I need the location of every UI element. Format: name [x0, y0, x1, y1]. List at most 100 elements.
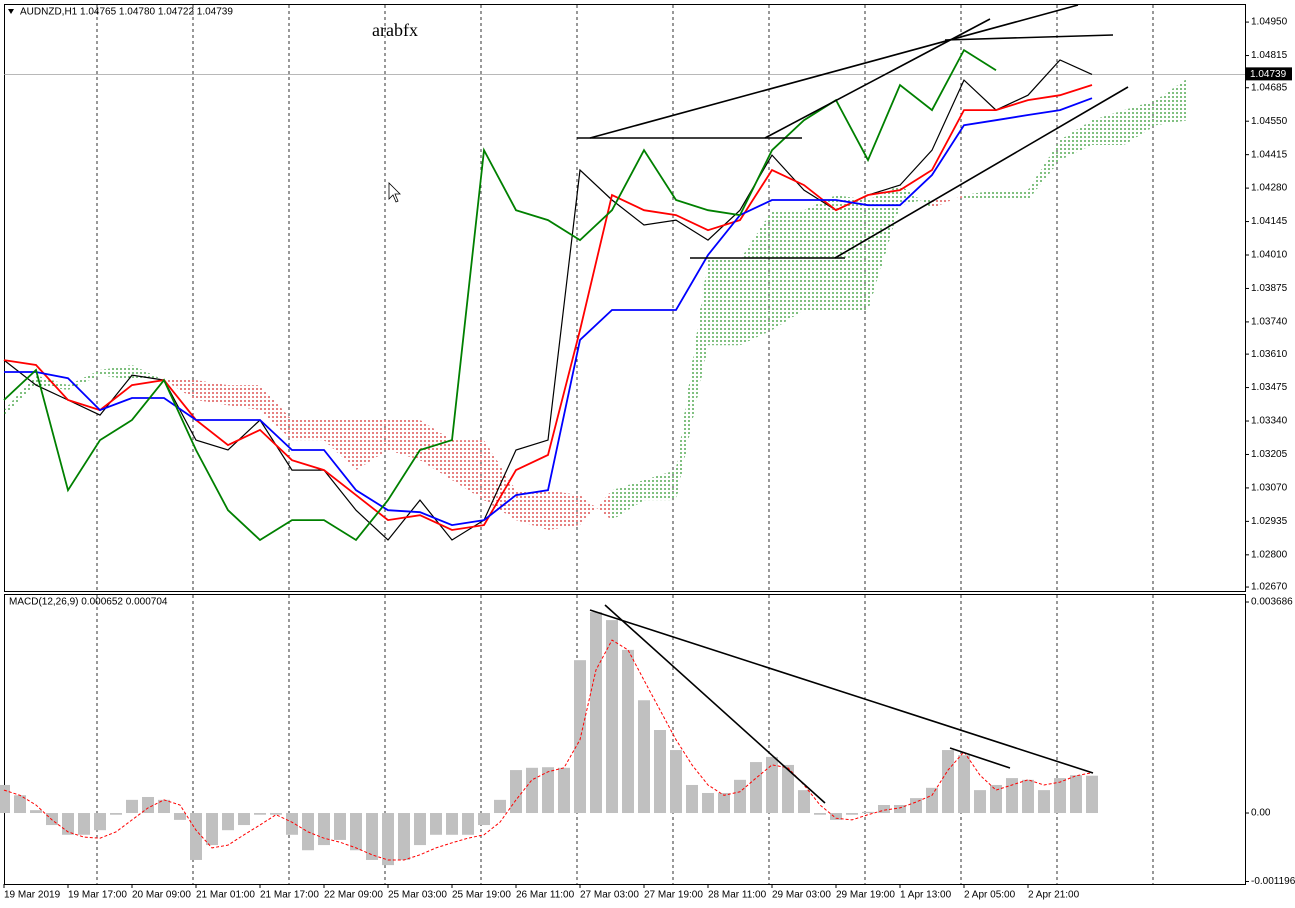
trend-line: [604, 604, 826, 804]
x-tick-label: 29 Mar 03:00: [772, 890, 831, 901]
macd-bar: [494, 799, 506, 814]
macd-bar: [398, 813, 410, 860]
x-tick-label: 21 Mar 17:00: [260, 890, 319, 901]
macd-bar: [702, 792, 714, 814]
macd-bar: [142, 796, 154, 814]
macd-bar: [718, 792, 730, 814]
cloud: [676, 260, 708, 501]
macd-bar: [878, 805, 890, 814]
macd-bar: [0, 784, 10, 814]
y-tick-label: 1.03070: [1251, 483, 1288, 494]
macd-bar: [30, 810, 42, 814]
chart-header: AUDNZD,H1 1.04765 1.04780 1.04722 1.0473…: [20, 7, 233, 18]
macd-bar: [222, 813, 234, 831]
macd-bar: [638, 700, 650, 814]
macd-bar: [654, 730, 666, 814]
macd-bar: [766, 756, 778, 814]
cloud: [1156, 78, 1188, 126]
x-tick-label: 22 Mar 09:00: [324, 890, 383, 901]
cloud: [196, 380, 228, 406]
macd-bar: [478, 813, 490, 826]
macd-bar: [1070, 775, 1082, 814]
y-tick-label: 1.03475: [1251, 382, 1288, 393]
macd-bar: [1038, 790, 1050, 814]
cloud: [164, 378, 196, 400]
macd-bar: [1054, 778, 1066, 814]
macd-bar: [830, 813, 842, 820]
macd-bar: [558, 767, 570, 814]
macd-bar: [414, 813, 426, 846]
mouse-cursor: [388, 182, 401, 203]
macd-bar: [862, 811, 874, 814]
macd-bar: [1022, 779, 1034, 814]
trend-line: [764, 18, 991, 139]
y-tick-label: -0.001196: [1251, 876, 1295, 887]
cloud: [900, 185, 932, 209]
cloud: [100, 365, 132, 381]
macd-bar: [126, 799, 138, 814]
macd-bar: [430, 813, 442, 835]
y-tick-label: 1.04950: [1251, 17, 1288, 28]
cloud: [420, 420, 452, 480]
macd-bar: [894, 805, 906, 814]
macd-bar: [686, 784, 698, 814]
macd-bar: [574, 660, 586, 814]
trend-line: [944, 34, 1114, 41]
y-tick-label: 1.04685: [1251, 82, 1288, 93]
x-tick-label: 27 Mar 19:00: [644, 890, 703, 901]
x-tick-label: 21 Mar 01:00: [196, 890, 255, 901]
y-tick-label: 1.02935: [1251, 516, 1288, 527]
menu-arrow[interactable]: [8, 9, 14, 14]
macd-panel-frame: [4, 594, 1246, 885]
macd-bar: [846, 813, 858, 815]
trend-line: [949, 747, 1011, 769]
macd-bar: [462, 813, 474, 835]
macd-bar: [270, 813, 282, 815]
x-tick-label: 19 Mar 17:00: [68, 890, 127, 901]
macd-bar: [798, 790, 810, 814]
macd-bar: [254, 813, 266, 815]
macd-bar: [110, 813, 122, 815]
y-tick-label: 1.03610: [1251, 349, 1288, 360]
cloud: [1124, 100, 1156, 145]
macd-bar: [974, 790, 986, 814]
last-price-label: 1.04739: [1250, 69, 1287, 80]
cloud: [708, 260, 740, 346]
y-tick-label: 1.04415: [1251, 149, 1288, 160]
trend-line: [834, 86, 1129, 259]
macd-bar: [286, 813, 298, 835]
watermark: arabfx: [372, 20, 418, 40]
cloud: [964, 190, 996, 200]
macd-bar: [334, 813, 346, 840]
cloud: [452, 440, 484, 501]
macd-bar: [1086, 775, 1098, 814]
macd-bar: [670, 750, 682, 814]
trend-line: [589, 609, 1094, 774]
macd-bar: [14, 795, 26, 814]
macd-header: MACD(12,26,9) 0.000652 0.000704: [9, 597, 168, 608]
macd-bar: [606, 620, 618, 814]
macd-bar: [958, 755, 970, 814]
cloud: [740, 210, 772, 346]
cloud: [1028, 140, 1060, 200]
macd-bar: [366, 813, 378, 860]
cloud: [388, 420, 420, 461]
indicator-line: [4, 97, 1093, 527]
y-tick-label: 1.03740: [1251, 317, 1288, 328]
cloud: [996, 190, 1028, 200]
macd-bar: [622, 649, 634, 814]
cloud: [4, 375, 36, 416]
macd-bar: [446, 813, 458, 835]
cloud: [612, 480, 644, 521]
macd-bar: [942, 750, 954, 814]
y-tick-label: 0.00: [1251, 808, 1271, 819]
cloud: [868, 185, 900, 310]
cloud: [772, 210, 804, 331]
macd-bar: [62, 813, 74, 835]
macd-bar: [190, 813, 202, 860]
y-tick-label: 1.04280: [1251, 183, 1288, 194]
macd-bar: [382, 813, 394, 866]
x-tick-label: 29 Mar 19:00: [836, 890, 895, 901]
x-tick-label: 27 Mar 03:00: [580, 890, 639, 901]
